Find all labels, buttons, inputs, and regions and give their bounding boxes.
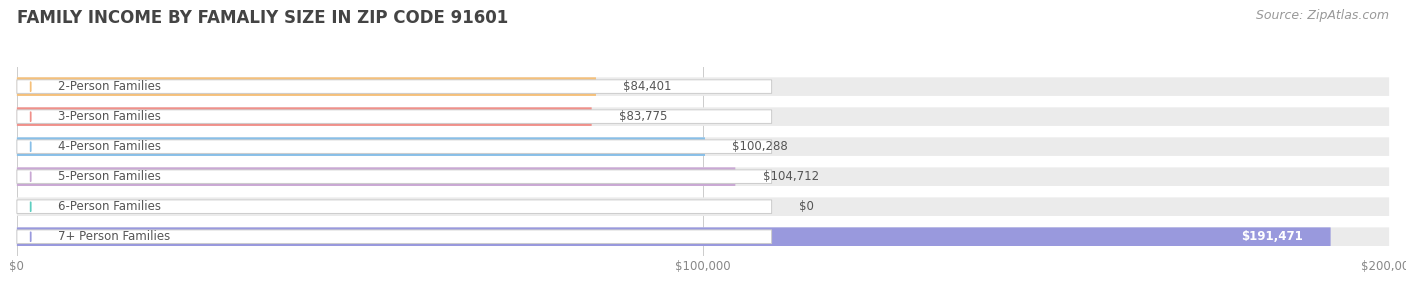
- FancyBboxPatch shape: [17, 137, 1389, 156]
- FancyBboxPatch shape: [17, 80, 772, 93]
- Text: 4-Person Families: 4-Person Families: [58, 140, 162, 153]
- Text: $100,288: $100,288: [733, 140, 789, 153]
- FancyBboxPatch shape: [17, 77, 1389, 96]
- FancyBboxPatch shape: [17, 228, 1330, 246]
- FancyBboxPatch shape: [17, 77, 596, 96]
- FancyBboxPatch shape: [17, 107, 592, 126]
- Text: $191,471: $191,471: [1241, 230, 1303, 243]
- Text: 3-Person Families: 3-Person Families: [58, 110, 160, 123]
- Text: 2-Person Families: 2-Person Families: [58, 80, 162, 93]
- FancyBboxPatch shape: [17, 107, 1389, 126]
- Text: $0: $0: [799, 200, 814, 213]
- Text: $104,712: $104,712: [763, 170, 818, 183]
- Text: $84,401: $84,401: [623, 80, 672, 93]
- Text: 6-Person Families: 6-Person Families: [58, 200, 162, 213]
- Text: $83,775: $83,775: [619, 110, 668, 123]
- FancyBboxPatch shape: [17, 110, 772, 124]
- FancyBboxPatch shape: [17, 167, 735, 186]
- Text: FAMILY INCOME BY FAMALIY SIZE IN ZIP CODE 91601: FAMILY INCOME BY FAMALIY SIZE IN ZIP COD…: [17, 9, 508, 27]
- FancyBboxPatch shape: [17, 200, 772, 213]
- FancyBboxPatch shape: [17, 140, 772, 153]
- FancyBboxPatch shape: [17, 228, 1389, 246]
- Text: 5-Person Families: 5-Person Families: [58, 170, 160, 183]
- FancyBboxPatch shape: [17, 230, 772, 243]
- FancyBboxPatch shape: [17, 137, 704, 156]
- FancyBboxPatch shape: [17, 167, 1389, 186]
- FancyBboxPatch shape: [17, 197, 1389, 216]
- Text: 7+ Person Families: 7+ Person Families: [58, 230, 170, 243]
- FancyBboxPatch shape: [17, 170, 772, 183]
- Text: Source: ZipAtlas.com: Source: ZipAtlas.com: [1256, 9, 1389, 22]
